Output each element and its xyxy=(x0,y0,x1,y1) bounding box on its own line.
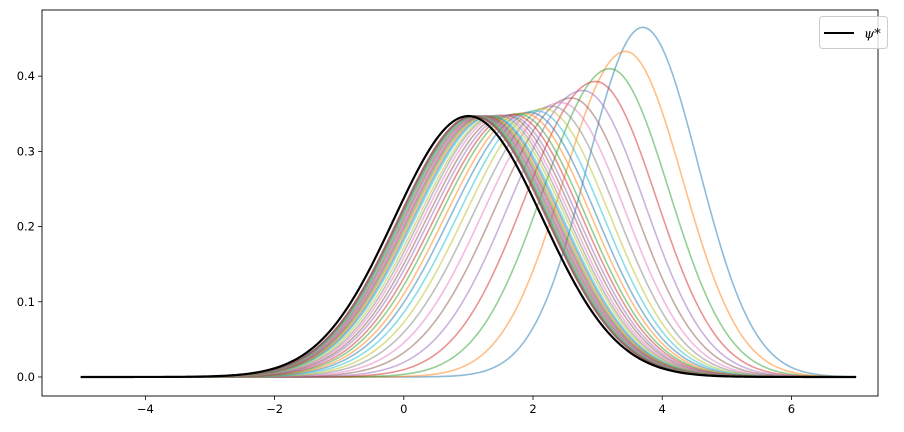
x-tick-label: −4 xyxy=(137,402,154,416)
legend: ψ* xyxy=(819,16,888,49)
series-layer xyxy=(80,26,857,379)
y-tick-label: 0.2 xyxy=(17,220,35,234)
target-curve-psi-star xyxy=(80,114,857,379)
x-axis: −4 −2 0 2 4 6 xyxy=(137,396,795,416)
x-tick-label: 2 xyxy=(529,402,536,416)
legend-label-target: ψ* xyxy=(864,27,881,42)
y-tick-label: 0.4 xyxy=(17,69,35,83)
x-tick-label: 4 xyxy=(659,402,666,416)
x-tick-label: 0 xyxy=(400,402,407,416)
x-tick-label: −2 xyxy=(266,402,283,416)
y-tick-label: 0.0 xyxy=(17,370,35,384)
plot-background xyxy=(42,10,878,396)
y-tick-label: 0.1 xyxy=(17,295,35,309)
y-axis: 0.0 0.1 0.2 0.3 0.4 xyxy=(17,69,42,384)
y-tick-label: 0.3 xyxy=(17,144,35,158)
x-tick-label: 6 xyxy=(788,402,795,416)
axes-frame xyxy=(41,9,879,397)
